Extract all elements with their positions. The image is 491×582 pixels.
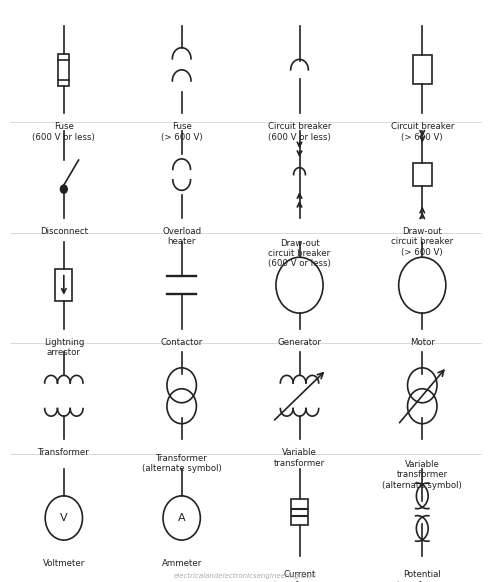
Text: Fuse
(> 600 V): Fuse (> 600 V): [161, 122, 202, 141]
Text: V: V: [60, 513, 68, 523]
Text: Draw-out
circuit breaker
(> 600 V): Draw-out circuit breaker (> 600 V): [391, 227, 453, 257]
Text: Potential
transformer
(PT): Potential transformer (PT): [397, 570, 448, 582]
Text: Disconnect: Disconnect: [40, 227, 88, 236]
Bar: [413, 163, 432, 186]
Text: Overload
heater: Overload heater: [162, 227, 201, 246]
Bar: [291, 499, 308, 525]
Text: Lightning
arrestor: Lightning arrestor: [44, 338, 84, 357]
Text: Ammeter: Ammeter: [162, 559, 202, 567]
Text: electricalandelectronicsengineering.com: electricalandelectronicsengineering.com: [174, 573, 317, 579]
Text: Generator: Generator: [277, 338, 322, 346]
Circle shape: [60, 185, 67, 193]
Text: Transformer
(alternate symbol): Transformer (alternate symbol): [142, 454, 221, 473]
Text: Transformer: Transformer: [38, 448, 90, 457]
Text: Variable
transformer
(alternate symbol): Variable transformer (alternate symbol): [382, 460, 462, 489]
Text: Variable
transformer: Variable transformer: [274, 448, 325, 467]
Bar: [55, 269, 73, 301]
Text: Current
transformer
(CT): Current transformer (CT): [274, 570, 325, 582]
Text: Contactor: Contactor: [161, 338, 203, 346]
Bar: [58, 54, 69, 86]
Text: Draw-out
circuit breaker
(600 V or less): Draw-out circuit breaker (600 V or less): [268, 239, 331, 268]
Text: Motor: Motor: [410, 338, 435, 346]
Text: Circuit breaker
(> 600 V): Circuit breaker (> 600 V): [390, 122, 454, 141]
Text: Circuit breaker
(600 V or less): Circuit breaker (600 V or less): [268, 122, 331, 141]
Text: A: A: [178, 513, 186, 523]
Text: Voltmeter: Voltmeter: [43, 559, 85, 567]
Text: Fuse
(600 V or less): Fuse (600 V or less): [32, 122, 95, 141]
Bar: [413, 55, 432, 84]
